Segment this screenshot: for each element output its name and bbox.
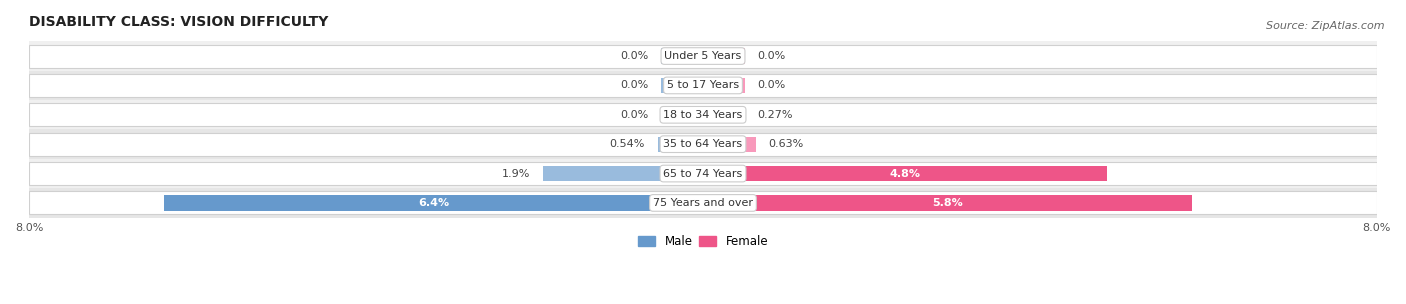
Bar	[703, 48, 745, 64]
Bar	[30, 45, 1376, 67]
Text: 18 to 34 Years: 18 to 34 Years	[664, 110, 742, 120]
Text: 5 to 17 Years: 5 to 17 Years	[666, 81, 740, 90]
Text: 5.8%: 5.8%	[932, 198, 963, 208]
Text: 0.0%: 0.0%	[758, 81, 786, 90]
Text: 1.9%: 1.9%	[502, 168, 530, 178]
Bar	[703, 136, 756, 152]
Bar	[30, 71, 1376, 100]
Text: 6.4%: 6.4%	[418, 198, 449, 208]
Legend: Male, Female: Male, Female	[633, 230, 773, 253]
Text: Source: ZipAtlas.com: Source: ZipAtlas.com	[1267, 21, 1385, 31]
Bar	[30, 188, 1376, 218]
Bar	[703, 78, 745, 93]
Bar	[165, 195, 703, 211]
Bar	[30, 133, 1376, 156]
Text: 0.54%: 0.54%	[610, 139, 645, 149]
Bar	[703, 166, 1108, 181]
Text: 75 Years and over: 75 Years and over	[652, 198, 754, 208]
Text: 0.0%: 0.0%	[620, 51, 648, 61]
Bar	[661, 48, 703, 64]
Bar	[30, 103, 1376, 126]
Bar	[30, 100, 1376, 130]
Text: 0.0%: 0.0%	[758, 51, 786, 61]
Bar	[30, 130, 1376, 159]
Text: DISABILITY CLASS: VISION DIFFICULTY: DISABILITY CLASS: VISION DIFFICULTY	[30, 15, 329, 29]
Text: Under 5 Years: Under 5 Years	[665, 51, 741, 61]
Text: 65 to 74 Years: 65 to 74 Years	[664, 168, 742, 178]
Text: 0.63%: 0.63%	[769, 139, 804, 149]
Bar	[30, 162, 1376, 185]
Text: 0.0%: 0.0%	[620, 81, 648, 90]
Bar	[703, 195, 1191, 211]
Bar	[30, 41, 1376, 71]
Text: 0.0%: 0.0%	[620, 110, 648, 120]
Bar	[658, 136, 703, 152]
Bar	[543, 166, 703, 181]
Text: 35 to 64 Years: 35 to 64 Years	[664, 139, 742, 149]
Bar	[661, 78, 703, 93]
Bar	[30, 74, 1376, 97]
Bar	[703, 107, 745, 123]
Text: 4.8%: 4.8%	[890, 168, 921, 178]
Bar	[30, 192, 1376, 214]
Bar	[661, 107, 703, 123]
Text: 0.27%: 0.27%	[758, 110, 793, 120]
Bar	[30, 159, 1376, 188]
